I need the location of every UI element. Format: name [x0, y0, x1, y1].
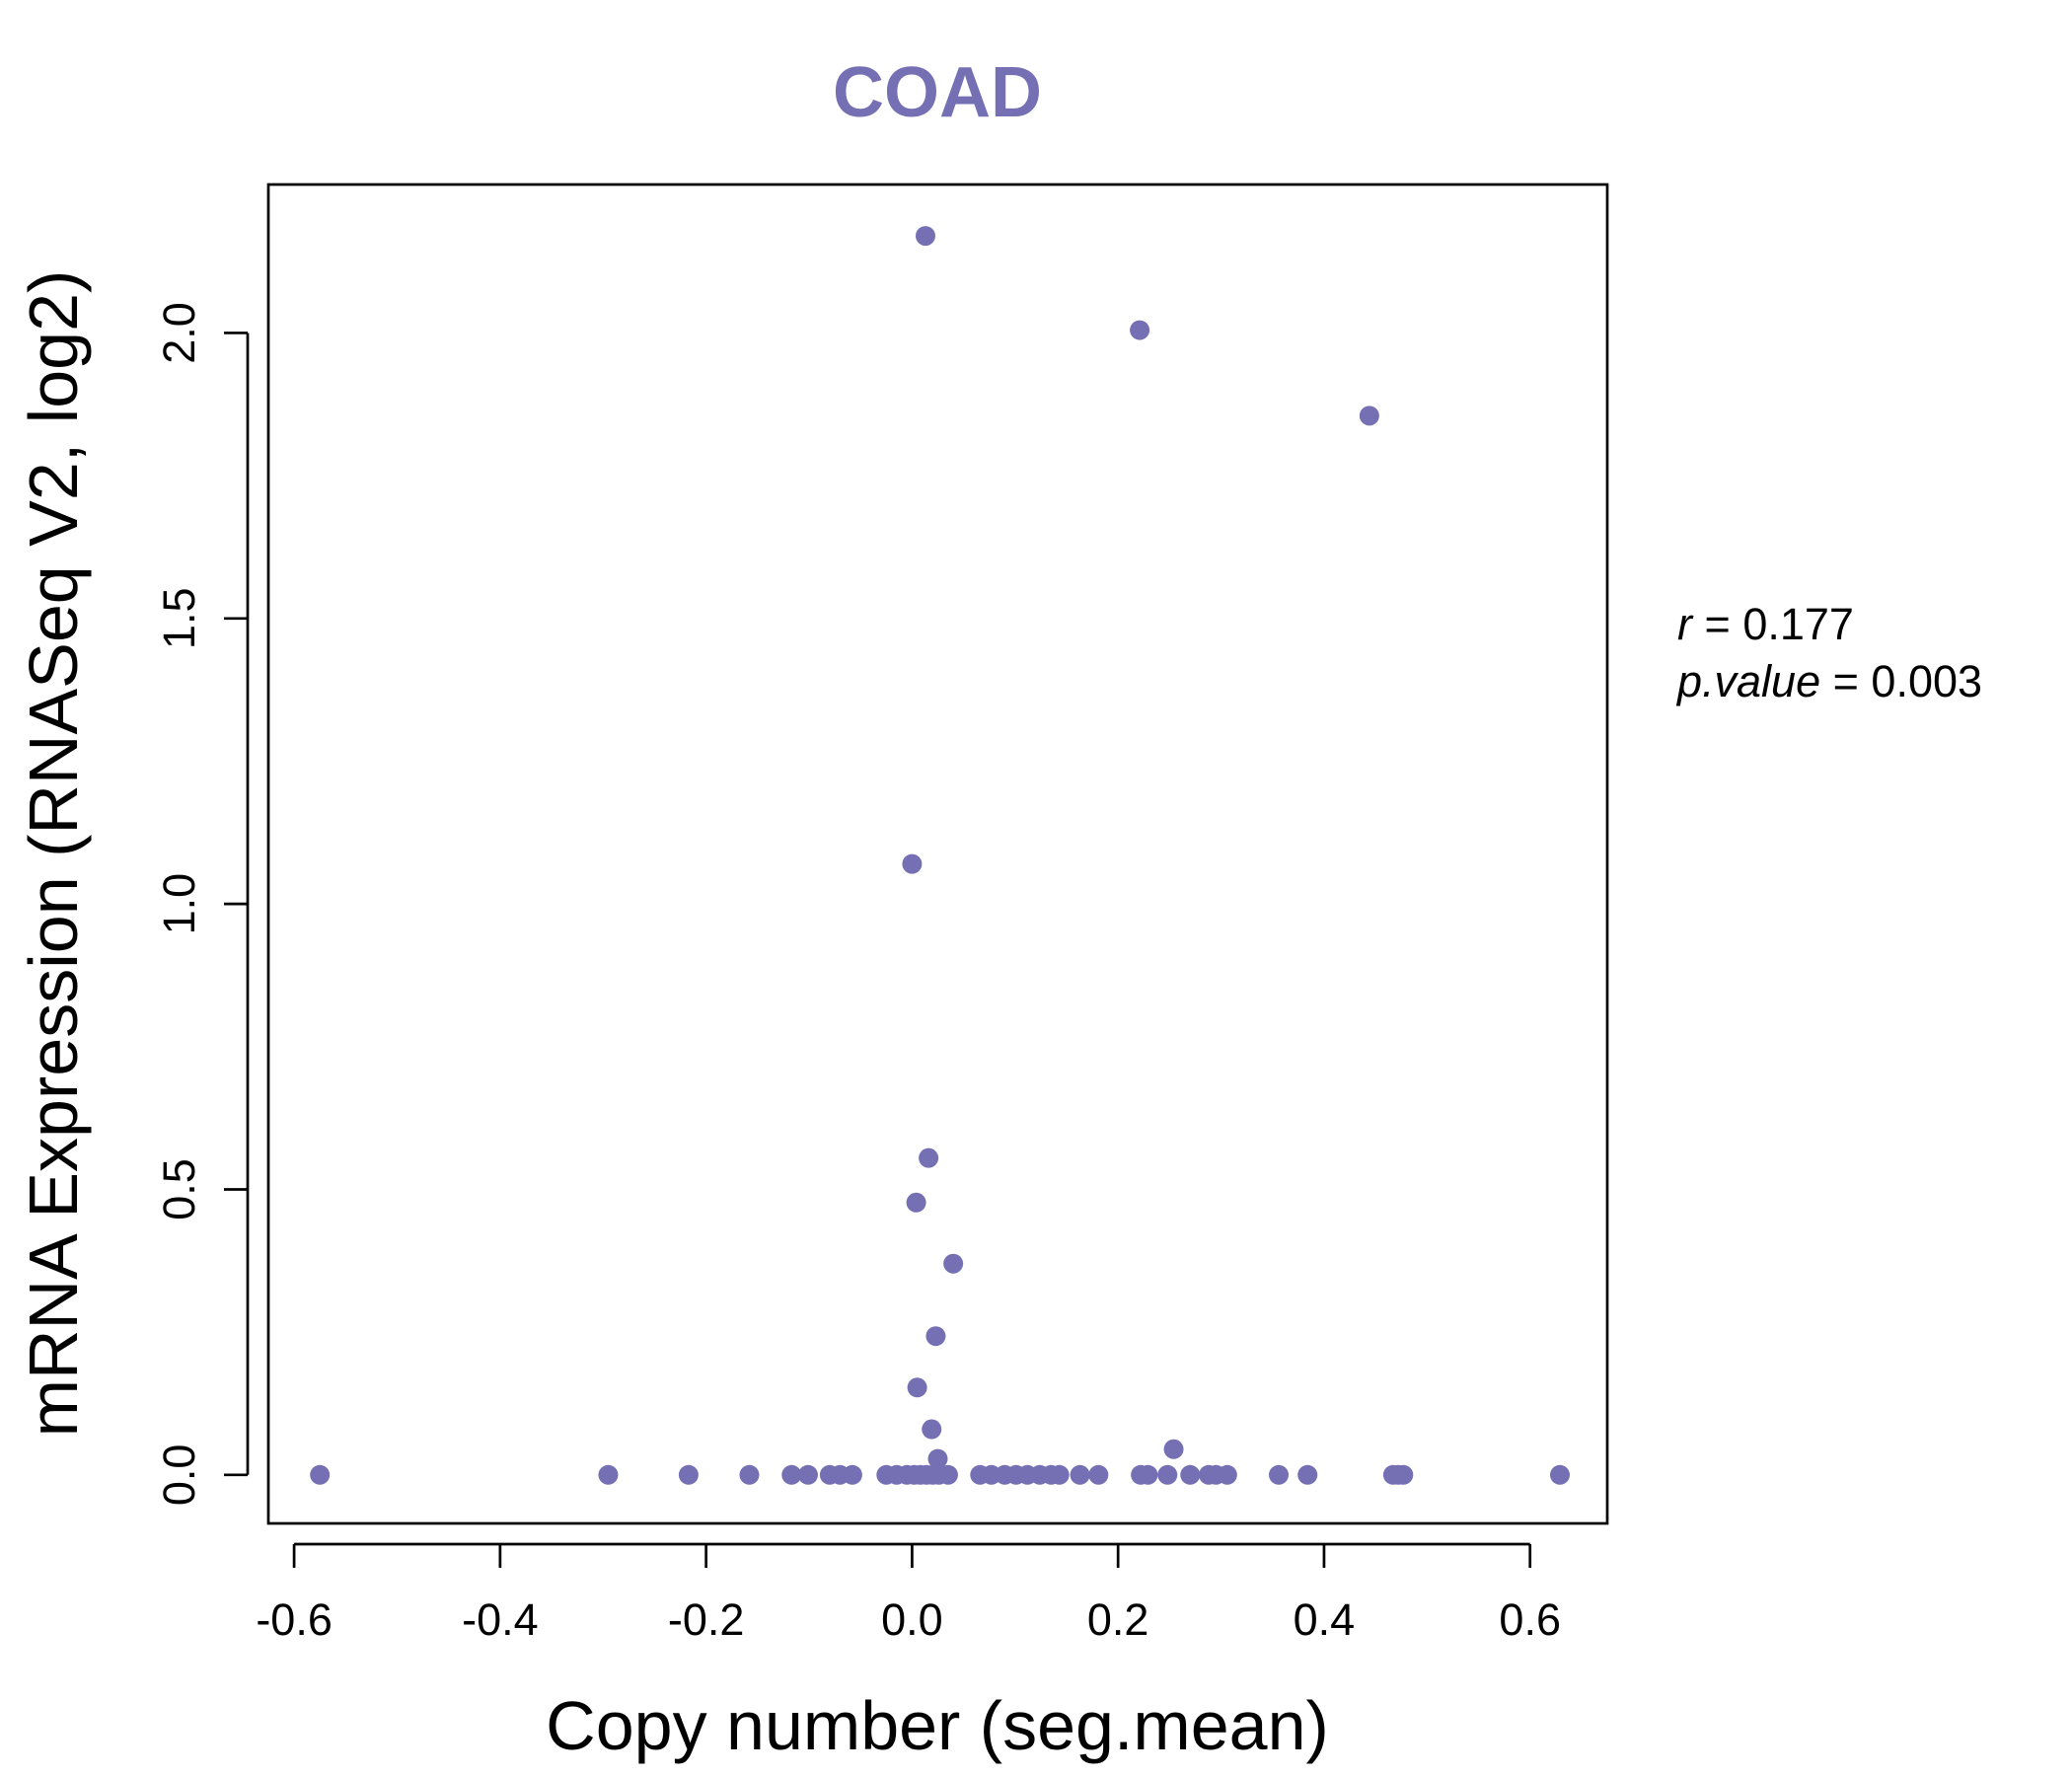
- x-tick-label: -0.4: [462, 1594, 539, 1645]
- data-point: [1269, 1464, 1290, 1485]
- y-tick-label: 0.5: [154, 1158, 204, 1221]
- data-point: [927, 1448, 948, 1469]
- chart-title: COAD: [833, 53, 1042, 132]
- p-value-stat: p.value = 0.003: [1675, 656, 1982, 706]
- data-point: [1297, 1464, 1318, 1485]
- data-point: [1157, 1464, 1178, 1485]
- data-point: [1070, 1464, 1090, 1485]
- y-tick-label: 1.0: [154, 873, 204, 935]
- data-point: [1049, 1464, 1070, 1485]
- plot-frame: [266, 183, 1609, 1525]
- data-point: [678, 1464, 699, 1485]
- data-point: [1138, 1464, 1158, 1485]
- r-value: 0.177: [1742, 599, 1854, 649]
- data-points: [310, 226, 1570, 1485]
- y-tick-label: 2.0: [154, 302, 204, 364]
- x-axis: -0.6 -0.4 -0.2 0.0 0.2 0.4 0.6: [256, 1542, 1561, 1645]
- data-point: [902, 853, 923, 874]
- correlation-stat: r = 0.177: [1677, 599, 1854, 649]
- y-axis-title: mRNA Expression (RNASeq V2, log2): [15, 270, 92, 1438]
- data-point: [781, 1464, 802, 1485]
- x-tick-label: 0.2: [1087, 1594, 1149, 1645]
- p-label: p.value: [1675, 656, 1820, 706]
- x-tick-label: -0.2: [668, 1594, 745, 1645]
- data-point: [1163, 1439, 1184, 1459]
- x-axis-title: Copy number (seg.mean): [546, 1687, 1329, 1764]
- data-point: [1180, 1464, 1201, 1485]
- y-axis: 0.0 0.5 1.0 1.5 2.0: [154, 302, 250, 1507]
- p-equals: =: [1833, 656, 1872, 706]
- data-point: [739, 1464, 760, 1485]
- data-point: [1130, 320, 1150, 340]
- data-point: [797, 1464, 818, 1485]
- data-point: [1359, 406, 1379, 426]
- x-tick-label: 0.6: [1499, 1594, 1561, 1645]
- r-equals: =: [1705, 599, 1743, 649]
- data-point: [310, 1464, 331, 1485]
- data-point: [598, 1464, 619, 1485]
- data-point: [907, 1377, 927, 1398]
- data-point: [1088, 1464, 1109, 1485]
- data-point: [919, 1147, 939, 1168]
- data-point: [1393, 1464, 1414, 1485]
- r-label: r: [1677, 599, 1694, 649]
- y-tick-label: 0.0: [154, 1444, 204, 1507]
- data-point: [906, 1192, 926, 1213]
- data-point: [943, 1253, 964, 1274]
- data-point: [1549, 1464, 1570, 1485]
- y-tick-label: 1.5: [154, 588, 204, 650]
- data-point: [937, 1464, 958, 1485]
- p-value: 0.003: [1871, 656, 1982, 706]
- data-point: [1217, 1464, 1237, 1485]
- data-point: [925, 1326, 946, 1347]
- data-point: [922, 1419, 942, 1440]
- x-tick-label: -0.6: [256, 1594, 333, 1645]
- x-tick-label: 0.4: [1294, 1594, 1356, 1645]
- x-tick-label: 0.0: [881, 1594, 943, 1645]
- data-point: [915, 226, 935, 247]
- data-point: [842, 1464, 862, 1485]
